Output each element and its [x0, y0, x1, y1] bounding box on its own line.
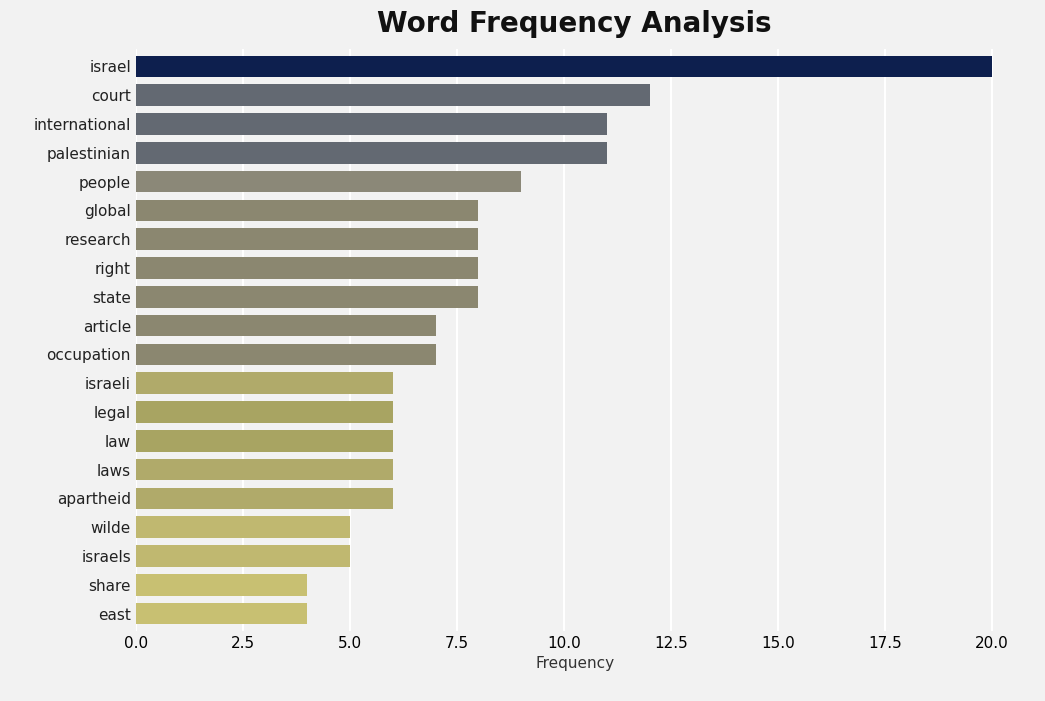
Bar — [136, 171, 521, 192]
Bar — [136, 315, 436, 336]
Bar — [136, 55, 993, 77]
Bar — [136, 603, 307, 625]
Bar — [136, 84, 650, 106]
Bar — [136, 401, 393, 423]
Bar — [136, 343, 436, 365]
Bar — [136, 545, 350, 567]
Bar — [136, 113, 607, 135]
Bar — [136, 257, 479, 279]
Bar — [136, 286, 479, 308]
Bar — [136, 430, 393, 451]
Bar — [136, 372, 393, 394]
Bar — [136, 458, 393, 480]
Bar — [136, 200, 479, 222]
Bar — [136, 229, 479, 250]
Bar — [136, 574, 307, 596]
Bar — [136, 488, 393, 509]
Title: Word Frequency Analysis: Word Frequency Analysis — [377, 11, 772, 39]
Bar — [136, 142, 607, 163]
Bar — [136, 517, 350, 538]
X-axis label: Frequency: Frequency — [535, 656, 614, 672]
